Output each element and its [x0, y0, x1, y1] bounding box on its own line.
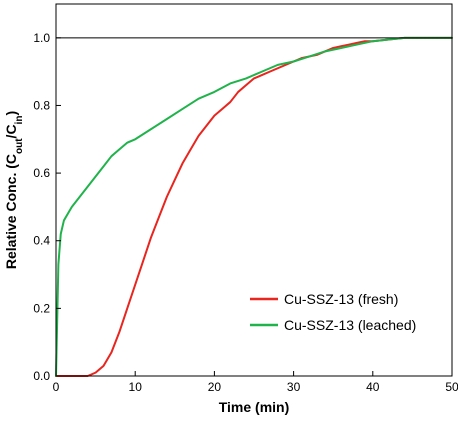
- y-tick-label: 0.8: [33, 98, 50, 112]
- y-tick-label: 0.2: [33, 301, 50, 315]
- y-axis-title-sub-in: in: [14, 116, 25, 125]
- x-axis-title: Time (min): [219, 399, 290, 415]
- legend: Cu-SSZ-13 (fresh) Cu-SSZ-13 (leached): [250, 291, 416, 333]
- series-line-fresh: [55, 36, 453, 377]
- y-tick-label: 0.4: [33, 234, 50, 248]
- series-line-leached: [55, 36, 453, 377]
- y-axis-title-sub-out: out: [14, 138, 25, 154]
- y-axis-title: Relative Conc. (Cout/Cin): [3, 111, 25, 269]
- y-tick-label: 0.0: [33, 369, 50, 383]
- x-tick-label: 0: [53, 380, 60, 394]
- y-axis-ticks: 0.0 0.2 0.4 0.6 0.8 1.0: [33, 31, 61, 383]
- x-tick-label: 40: [366, 380, 380, 394]
- plot-frame: [55, 3, 453, 377]
- x-tick-label: 30: [287, 380, 301, 394]
- y-tick-label: 1.0: [33, 31, 50, 45]
- y-tick-label: 0.6: [33, 166, 50, 180]
- y-axis-title-prefix: Relative Conc. (C: [3, 154, 19, 269]
- x-tick-label: 50: [445, 380, 458, 394]
- y-axis-title-mid: /C: [3, 124, 19, 138]
- x-tick-label: 20: [208, 380, 222, 394]
- legend-label-leached: Cu-SSZ-13 (leached): [284, 317, 416, 333]
- series-layer: [55, 36, 453, 377]
- x-tick-label: 10: [129, 380, 143, 394]
- legend-label-fresh: Cu-SSZ-13 (fresh): [284, 291, 398, 307]
- y-axis-title-suffix: ): [3, 111, 19, 116]
- x-axis-ticks: 0 10 20 30 40 50: [53, 371, 458, 394]
